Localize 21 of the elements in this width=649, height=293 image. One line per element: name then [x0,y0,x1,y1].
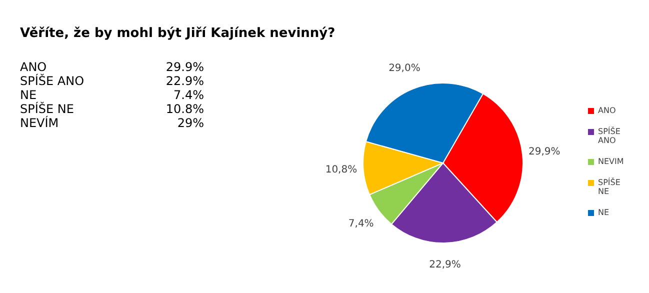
legend-label: ANO [598,106,616,114]
text: SPÍŠE ANO [20,74,86,88]
legend-label: NEVIM [598,156,624,166]
legend-label: NE [598,208,610,216]
text: Věříte, že by mohl být Jiří Kajínek nevinný? [20,26,336,41]
text: 7.4% [172,88,204,102]
text: SPÍŠE NE [20,102,75,116]
text: 10.8% [164,102,204,116]
text: 22.9% [164,74,204,88]
text: 29.9% [164,60,204,74]
text: ANO [20,60,47,74]
data-label: 22,9% [429,259,461,270]
text: 29% [176,116,204,130]
data-label: 29,0% [388,63,420,74]
data-label: 10,8% [325,164,358,176]
data-label: 29,9% [528,146,560,158]
legend-label: SPÍŠE ANO [598,126,622,144]
text: NE [20,88,37,102]
data-label: 7,4% [348,218,374,230]
legend-label: SPÍŠE NE [598,178,622,196]
text: NEVÍM [20,116,60,130]
